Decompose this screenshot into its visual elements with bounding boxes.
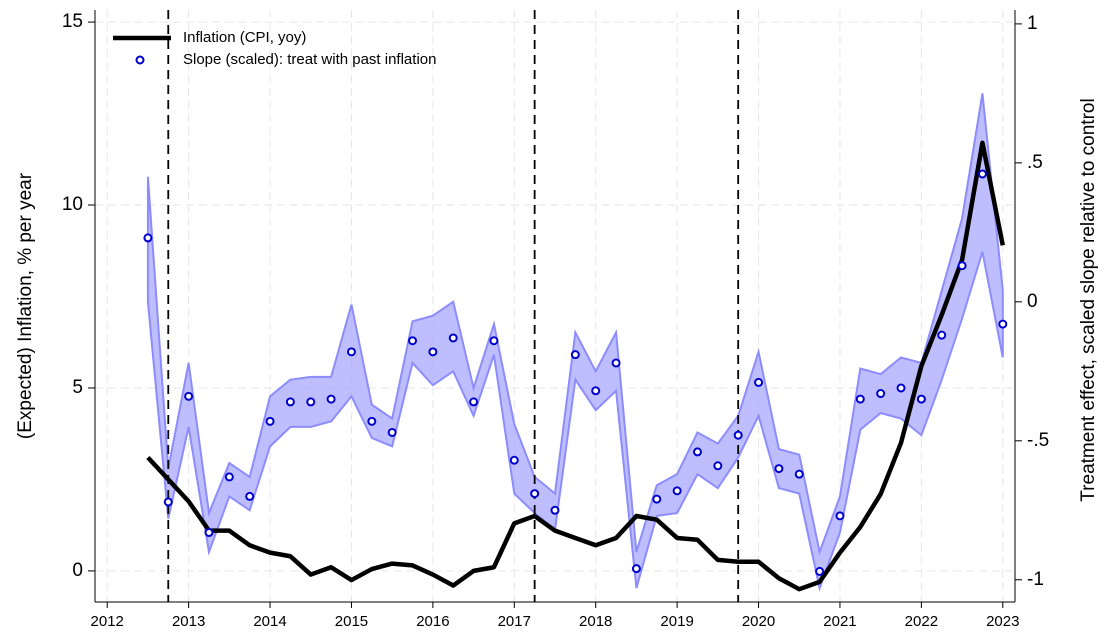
x-tick-label: 2015 [335, 613, 368, 630]
point [204, 528, 214, 538]
point [224, 472, 234, 482]
y-tick-label: 10 [62, 194, 83, 215]
y2-tick-label: -.5 [1027, 430, 1049, 451]
y2-axis-label: Treatment effect, scaled slope relative … [1078, 98, 1099, 501]
ci-band [146, 93, 1004, 592]
legend-label: Slope (scaled): treat with past inflatio… [183, 51, 436, 68]
point [184, 391, 194, 401]
point [835, 511, 845, 521]
point [387, 427, 397, 437]
point [957, 261, 967, 271]
y2-tick-label: 0 [1027, 291, 1038, 312]
x-tick-label: 2017 [498, 613, 531, 630]
y-tick-label: 0 [72, 560, 83, 581]
point [631, 564, 641, 574]
point [306, 397, 316, 407]
point [937, 330, 947, 340]
point [285, 397, 295, 407]
point [489, 336, 499, 346]
point [652, 494, 662, 504]
point [794, 469, 804, 479]
line [146, 140, 1005, 592]
point [733, 430, 743, 440]
point [326, 394, 336, 404]
y2-tick-label: .5 [1027, 152, 1043, 173]
y-tick-label: 15 [62, 11, 83, 32]
point [774, 464, 784, 474]
point [855, 394, 865, 404]
point [143, 233, 153, 243]
point [998, 319, 1008, 329]
x-tick-label: 2021 [823, 613, 856, 630]
x-tick-label: 2012 [91, 613, 124, 630]
point [265, 416, 275, 426]
point [713, 461, 723, 471]
y2-tick-label: -1 [1027, 569, 1044, 590]
point [916, 394, 926, 404]
x-tick-label: 2022 [905, 613, 938, 630]
point [163, 497, 173, 507]
y-axis-label: (Expected) Inflation, % per year [15, 172, 36, 439]
point [509, 455, 519, 465]
x-tick-label: 2014 [253, 613, 286, 630]
point [977, 169, 987, 179]
point [591, 386, 601, 396]
x-tick-label: 2023 [986, 613, 1019, 630]
x-tick-label: 2013 [172, 613, 205, 630]
point [570, 350, 580, 360]
x-tick-label: 2020 [742, 613, 775, 630]
point [692, 447, 702, 457]
x-tick-label: 2016 [416, 613, 449, 630]
x-tick-label: 2018 [579, 613, 612, 630]
legend-marker [135, 55, 145, 65]
point [367, 416, 377, 426]
point [896, 383, 906, 393]
point [672, 486, 682, 496]
point [469, 397, 479, 407]
point [815, 566, 825, 576]
point [346, 347, 356, 357]
y-tick-label: 5 [72, 377, 83, 398]
x-tick-label: 2019 [660, 613, 693, 630]
point [530, 489, 540, 499]
point [611, 358, 621, 368]
point [754, 377, 764, 387]
point [245, 491, 255, 501]
y2-tick-label: 1 [1027, 13, 1038, 34]
point [448, 333, 458, 343]
point [876, 389, 886, 399]
point [428, 347, 438, 357]
legend-label: Inflation (CPI, yoy) [183, 29, 306, 46]
point [550, 505, 560, 515]
point [408, 336, 418, 346]
